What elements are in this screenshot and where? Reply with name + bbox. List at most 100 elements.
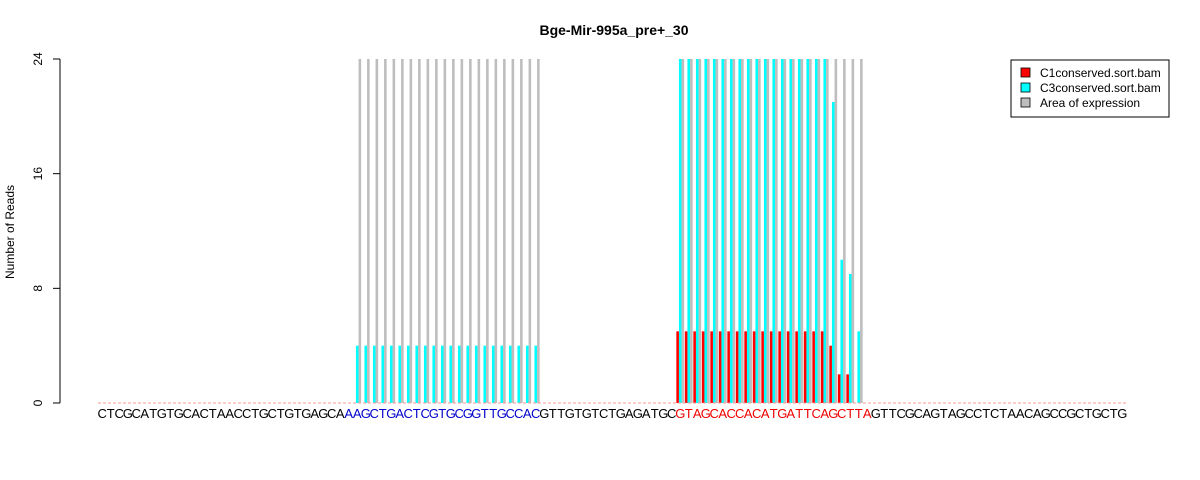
bar-c3: [738, 59, 742, 403]
sequence-char: G: [1117, 406, 1127, 421]
sequence-char: G: [318, 406, 328, 421]
sequence-char: T: [149, 406, 157, 421]
sequence-char: C: [183, 406, 192, 421]
bar-area: [741, 59, 744, 403]
sequence-char: C: [837, 406, 846, 421]
sequence-char: G: [930, 406, 940, 421]
sequence-char: T: [770, 406, 778, 421]
sequence-char: C: [897, 406, 906, 421]
bar-c3: [491, 345, 495, 403]
chart-title: Bge-Mir-995a_pre+_30: [539, 22, 688, 38]
sequence-char: G: [1066, 406, 1076, 421]
sequence-char: T: [107, 406, 115, 421]
bar-c3: [389, 345, 393, 403]
bar-area: [783, 59, 787, 403]
bar-area: [503, 59, 506, 403]
sequence-char: C: [268, 406, 277, 421]
bar-area: [460, 59, 464, 403]
bar-area: [690, 59, 693, 403]
sequence-char: G: [565, 406, 575, 421]
bar-area: [435, 59, 438, 403]
bar-c1: [761, 331, 764, 403]
sequence-char: G: [463, 406, 473, 421]
bar-c3: [857, 331, 861, 403]
bar-c3: [797, 59, 801, 403]
bar-area: [775, 59, 778, 403]
bar-area: [452, 59, 455, 403]
bar-c1: [684, 331, 688, 403]
sequence-char: T: [277, 406, 285, 421]
sequence-char: A: [948, 406, 957, 421]
bar-c3: [678, 59, 682, 403]
sequence-char: C: [506, 406, 515, 421]
sequence-char: C: [735, 406, 744, 421]
sequence-char: T: [889, 406, 897, 421]
bar-c3: [406, 345, 410, 403]
bar-c3: [831, 102, 835, 403]
sequence-char: C: [242, 406, 251, 421]
bar-area: [520, 59, 523, 403]
bar-c3: [789, 59, 793, 403]
sequence-char: C: [1058, 406, 1067, 421]
sequence-char: C: [234, 406, 243, 421]
sequence-char: T: [557, 406, 565, 421]
sequence-char: T: [846, 406, 854, 421]
legend-box: [1010, 59, 1170, 118]
bar-c1: [837, 374, 841, 403]
sequence-char: A: [718, 406, 727, 421]
sequence-char: G: [658, 406, 668, 421]
bar-c3: [840, 259, 844, 403]
bar-c3: [704, 59, 708, 403]
sequence-char: G: [174, 406, 184, 421]
sequence-char: C: [455, 406, 464, 421]
bar-c1: [727, 331, 730, 403]
bar-c3: [746, 59, 750, 403]
bar-c3: [763, 59, 767, 403]
sequence-char: A: [310, 406, 319, 421]
bar-c1: [676, 331, 679, 403]
sequence-char: T: [574, 406, 582, 421]
bar-c1: [693, 331, 696, 403]
sequence-char: T: [999, 406, 1007, 421]
bar-c3: [508, 345, 512, 403]
bar-c3: [423, 345, 427, 403]
sequence-char: T: [804, 406, 812, 421]
bar-c3: [695, 59, 699, 403]
sequence-char: A: [625, 406, 634, 421]
bar-c3: [848, 274, 852, 403]
sequence-char: C: [973, 406, 982, 421]
sequence-char: A: [1016, 406, 1025, 421]
legend-swatch-c3: [1020, 82, 1031, 93]
bar-c1: [769, 331, 773, 403]
bar-area: [724, 59, 727, 403]
bar-area: [401, 59, 404, 403]
sequence-char: T: [209, 406, 217, 421]
sequence-char: T: [651, 406, 659, 421]
bar-c3: [415, 345, 419, 403]
sequence-char: G: [956, 406, 966, 421]
bar-c3: [780, 59, 784, 403]
bar-c3: [372, 345, 376, 403]
bar-group: [355, 59, 863, 403]
bar-c1: [752, 331, 756, 403]
bar-c3: [814, 59, 818, 403]
sequence-char: G: [701, 406, 711, 421]
sequence-char: C: [965, 406, 974, 421]
sequence-char: C: [1101, 406, 1110, 421]
legend-swatch-area: [1020, 97, 1031, 108]
bar-c3: [721, 59, 725, 403]
bar-c1: [710, 331, 713, 403]
sequence-char: G: [539, 406, 549, 421]
sequence-char: G: [157, 406, 167, 421]
sequence-char: A: [761, 406, 770, 421]
bar-c3: [729, 59, 733, 403]
bar-area: [511, 59, 515, 403]
sequence-char: C: [531, 406, 540, 421]
bar-area: [528, 59, 532, 403]
bar-area: [749, 59, 753, 403]
bar-area: [494, 59, 498, 403]
bar-c1: [786, 331, 790, 403]
sequence-char: T: [608, 406, 616, 421]
sequence-char: G: [905, 406, 915, 421]
